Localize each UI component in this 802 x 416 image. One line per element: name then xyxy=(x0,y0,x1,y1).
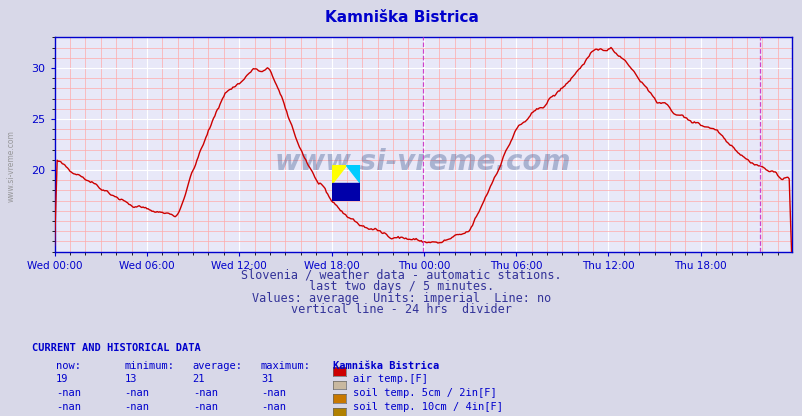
Text: 13: 13 xyxy=(124,374,137,384)
Text: Kamniška Bistrica: Kamniška Bistrica xyxy=(324,10,478,25)
Text: 21: 21 xyxy=(192,374,205,384)
Polygon shape xyxy=(331,165,345,183)
Text: vertical line - 24 hrs  divider: vertical line - 24 hrs divider xyxy=(290,303,512,316)
Text: -nan: -nan xyxy=(261,388,286,398)
Text: -nan: -nan xyxy=(56,402,81,412)
Text: Values: average  Units: imperial  Line: no: Values: average Units: imperial Line: no xyxy=(252,292,550,305)
Polygon shape xyxy=(345,165,359,183)
Text: -nan: -nan xyxy=(261,402,286,412)
Text: www.si-vreme.com: www.si-vreme.com xyxy=(274,148,571,176)
Text: -nan: -nan xyxy=(192,402,217,412)
Text: 31: 31 xyxy=(261,374,273,384)
Text: soil temp. 10cm / 4in[F]: soil temp. 10cm / 4in[F] xyxy=(352,402,502,412)
Text: -nan: -nan xyxy=(56,388,81,398)
Text: -nan: -nan xyxy=(124,402,149,412)
Text: CURRENT AND HISTORICAL DATA: CURRENT AND HISTORICAL DATA xyxy=(32,343,200,353)
Text: last two days / 5 minutes.: last two days / 5 minutes. xyxy=(309,280,493,293)
Text: now:: now: xyxy=(56,361,81,371)
Text: maximum:: maximum: xyxy=(261,361,310,371)
Polygon shape xyxy=(331,183,359,201)
Text: -nan: -nan xyxy=(124,388,149,398)
Text: Slovenia / weather data - automatic stations.: Slovenia / weather data - automatic stat… xyxy=(241,268,561,281)
Text: Kamniška Bistrica: Kamniška Bistrica xyxy=(333,361,439,371)
Text: minimum:: minimum: xyxy=(124,361,174,371)
Text: average:: average: xyxy=(192,361,242,371)
Text: soil temp. 5cm / 2in[F]: soil temp. 5cm / 2in[F] xyxy=(352,388,496,398)
Text: air temp.[F]: air temp.[F] xyxy=(352,374,427,384)
Text: www.si-vreme.com: www.si-vreme.com xyxy=(6,131,15,202)
Text: -nan: -nan xyxy=(192,388,217,398)
Text: 19: 19 xyxy=(56,374,69,384)
